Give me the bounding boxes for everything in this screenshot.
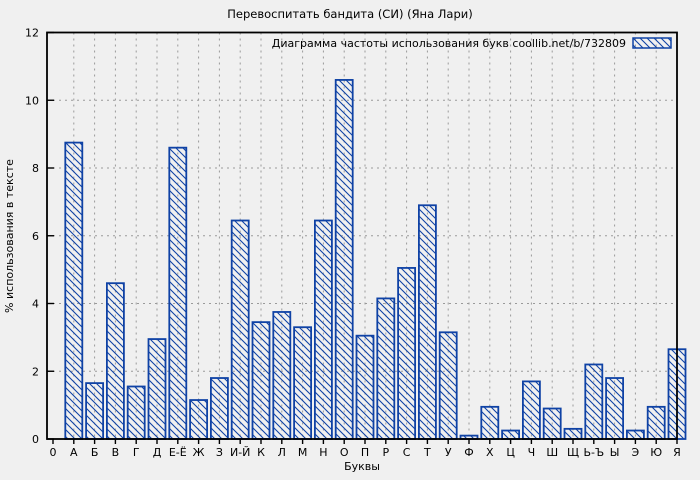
x-tick-label-Р: Р: [382, 446, 389, 459]
bar-М: [293, 326, 313, 440]
x-tick-label-Т: Т: [423, 446, 431, 459]
x-tick-label-З: З: [216, 446, 223, 459]
y-tick-label: 8: [32, 162, 39, 175]
bar-З: [209, 377, 229, 440]
bar-П: [355, 334, 375, 440]
x-tick-label-Ч: Ч: [528, 446, 536, 459]
x-tick-label-Х: Х: [486, 446, 494, 459]
legend-label: Диаграмма частоты использования букв coo…: [272, 37, 626, 50]
legend-swatch-icon: [632, 37, 672, 49]
bar-Ь-Ъ: [584, 363, 604, 440]
x-tick-label-Ц: Ц: [506, 446, 515, 459]
x-tick-label-Е-Ё: Е-Ё: [169, 446, 187, 459]
x-tick-label-О: О: [340, 446, 349, 459]
x-axis-title: Буквы: [344, 460, 380, 473]
x-tick-label-В: В: [112, 446, 120, 459]
bar-В: [106, 282, 125, 440]
bars: [64, 79, 687, 440]
bar-С: [397, 267, 417, 440]
x-tick-label-У: У: [445, 446, 452, 459]
bar-Л: [272, 311, 292, 440]
x-tick-label-Ш: Ш: [546, 446, 558, 459]
x-tick-label-Ф: Ф: [464, 446, 473, 459]
bar-Ж: [189, 399, 209, 440]
bar-Щ: [563, 427, 583, 440]
y-tick-label: 12: [25, 27, 39, 40]
bar-О: [334, 79, 354, 440]
x-tick-label-Л: Л: [278, 446, 286, 459]
chart-title: Перевоспитать бандита (СИ) (Яна Лари): [227, 7, 473, 21]
bar-А: [64, 141, 84, 440]
x-tick-label-Д: Д: [153, 446, 162, 459]
bar-Б: [85, 382, 104, 440]
bar-Д: [147, 338, 167, 440]
y-axis-title: % использования в тексте: [3, 159, 16, 313]
y-tick-label: 0: [32, 433, 39, 446]
bar-Ц: [501, 429, 521, 440]
bar-Ы: [605, 377, 624, 440]
x-tick-label-Ь-Ъ: Ь-Ъ: [583, 446, 604, 459]
bar-К: [251, 321, 271, 440]
bar-Р: [376, 297, 396, 440]
bar-Ю: [646, 405, 666, 440]
bar-Т: [417, 204, 437, 440]
x-tick-label-Ю: Ю: [650, 446, 662, 459]
bar-У: [438, 331, 458, 440]
x-tick-label-И-Й: И-Й: [230, 446, 250, 459]
y-tick-label: 4: [32, 298, 39, 311]
bar-И-Й: [230, 219, 250, 440]
x-tick-label-Э: Э: [632, 446, 640, 459]
x-tick-label-К: К: [257, 446, 265, 459]
x-tick-label-Щ: Щ: [567, 446, 579, 459]
x-tick-label-М: М: [298, 446, 308, 459]
x-tick-label-Н: Н: [319, 446, 327, 459]
bar-Г: [126, 385, 146, 440]
bar-Ш: [542, 407, 562, 440]
x-tick-label-Ж: Ж: [193, 446, 205, 459]
bar-Е-Ё: [168, 146, 188, 440]
y-tick-label: 10: [25, 94, 39, 107]
x-origin-label: 0: [50, 446, 57, 459]
y-tick-label: 2: [32, 365, 39, 378]
x-tick-label-П: П: [361, 446, 369, 459]
x-tick-label-Г: Г: [133, 446, 140, 459]
bar-Ч: [522, 380, 541, 440]
x-tick-label-Я: Я: [673, 446, 681, 459]
x-tick-label-С: С: [403, 446, 411, 459]
x-tick-label-А: А: [70, 446, 78, 459]
bar-Э: [626, 429, 645, 440]
y-tick-label: 6: [32, 230, 39, 243]
x-tick-label-Ы: Ы: [610, 446, 620, 459]
x-tick-label-Б: Б: [91, 446, 99, 459]
bar-Н: [313, 219, 333, 440]
bar-Х: [480, 405, 500, 440]
